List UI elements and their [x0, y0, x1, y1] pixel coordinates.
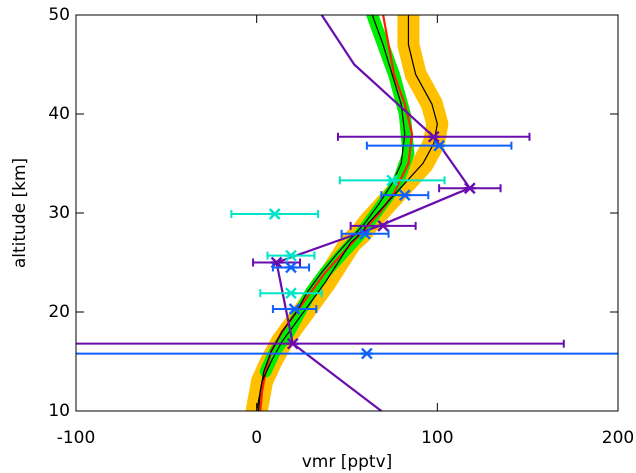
profile-line [275, 15, 471, 411]
asterisk-marker [288, 303, 301, 315]
asterisk-marker [284, 287, 297, 300]
asterisk-marker [284, 249, 297, 262]
asterisk-marker [360, 347, 373, 360]
y-tick-label: 30 [48, 203, 70, 223]
asterisk-marker [386, 174, 399, 187]
x-tick-label: 0 [251, 428, 262, 448]
y-tick-label: 20 [48, 302, 70, 322]
x-tick-label: 200 [602, 428, 634, 448]
asterisk-marker [377, 220, 390, 232]
asterisk-marker [433, 139, 446, 152]
error-bar [76, 352, 618, 355]
asterisk-marker [268, 208, 281, 220]
x-tick-label: 100 [421, 428, 453, 448]
asterisk-marker [286, 337, 299, 350]
x-axis-label: vmr [pptv] [302, 452, 393, 472]
plot-frame [75, 14, 619, 412]
y-tick-label: 40 [48, 104, 70, 124]
asterisk-marker [284, 261, 297, 274]
plot-area [76, 15, 618, 411]
y-tick-label: 50 [48, 5, 70, 25]
x-tick-label: -100 [57, 428, 96, 448]
asterisk-marker [359, 227, 372, 240]
asterisk-marker [427, 130, 440, 143]
asterisk-marker [398, 189, 411, 202]
asterisk-marker [463, 182, 476, 195]
y-tick-label: 10 [48, 401, 70, 421]
y-axis-label: altitude [km] [10, 158, 30, 268]
